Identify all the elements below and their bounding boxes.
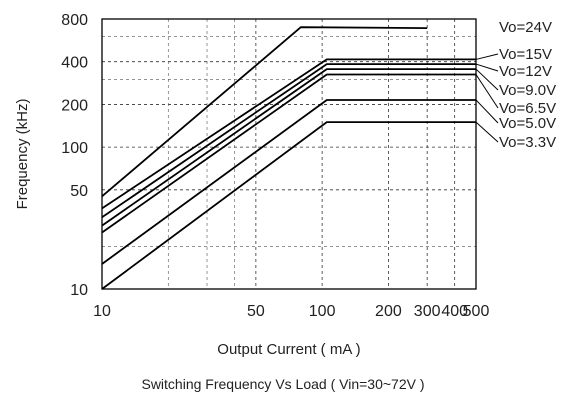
y-tick-label: 50 (70, 183, 88, 200)
y-tick-label: 200 (61, 97, 88, 114)
series-line (101, 68, 476, 227)
x-tick-label: 200 (375, 303, 402, 320)
series-line (101, 121, 476, 290)
series-label: Vo=12V (499, 63, 552, 80)
plot-frame (101, 18, 477, 290)
series-line (101, 73, 476, 234)
series-label: Vo=6.5V (499, 100, 556, 117)
series-label: Vo=3.3V (499, 134, 556, 151)
series-label: Vo=15V (499, 46, 552, 63)
series-label: Vo=9.0V (499, 82, 556, 99)
y-axis-title: Frequency (kHz) (14, 99, 31, 210)
series-leader-line (475, 63, 499, 72)
series-line (101, 26, 428, 197)
x-tick-label: 10 (93, 303, 111, 320)
series-label: Vo=5.0V (499, 115, 556, 132)
series-leader-line (475, 121, 499, 143)
x-axis-title: Output Current ( mA ) (217, 341, 360, 358)
y-tick-label: 400 (61, 55, 88, 72)
chart-caption: Switching Frequency Vs Load ( Vin=30~72V… (141, 376, 424, 392)
series-leader-line (475, 68, 499, 91)
y-tick-label: 10 (70, 282, 88, 299)
x-tick-label: 500 (463, 303, 490, 320)
y-tick-label: 800 (61, 12, 88, 29)
x-tick-label: 100 (309, 303, 336, 320)
series-line (101, 99, 476, 265)
series-label: Vo=24V (499, 19, 552, 36)
x-tick-label: 50 (247, 303, 265, 320)
x-tick-label: 400 (441, 303, 468, 320)
x-tick-label: 300 (414, 303, 441, 320)
series-leader-line (475, 99, 499, 124)
series-lines (101, 26, 476, 290)
series-leader-line (475, 53, 499, 60)
series-line (101, 63, 476, 219)
y-tick-label: 100 (61, 140, 88, 157)
series-line (101, 58, 476, 210)
series-leader-line (475, 74, 499, 109)
